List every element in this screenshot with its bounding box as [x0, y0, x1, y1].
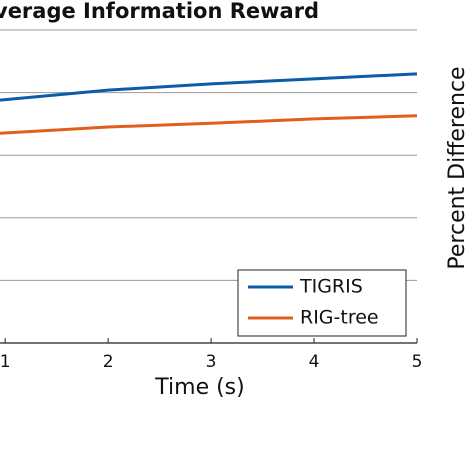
x-tick-label: 4 — [309, 352, 320, 372]
x-tick-label: 1 — [0, 352, 11, 372]
x-tick-label: 2 — [103, 352, 114, 372]
chart-title: verage Information Reward — [0, 0, 319, 23]
series-line — [0, 114, 418, 135]
legend-box — [237, 269, 407, 337]
series-line — [0, 72, 418, 102]
legend-label: RIG-tree — [300, 307, 379, 329]
legend-label: TIGRIS — [299, 276, 363, 298]
x-tick-label: 3 — [206, 352, 217, 372]
side-label: Percent Difference — [445, 66, 470, 269]
x-tick-label: 5 — [412, 352, 423, 372]
x-axis-label: Time (s) — [154, 375, 244, 400]
